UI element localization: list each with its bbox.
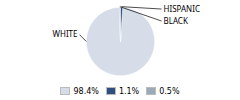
svg-text:BLACK: BLACK bbox=[164, 15, 188, 26]
svg-text:WHITE: WHITE bbox=[53, 28, 78, 39]
svg-text:HISPANIC: HISPANIC bbox=[164, 3, 200, 14]
html-text:0.5%: 0.5% bbox=[159, 86, 180, 96]
html-text:98.4%: 98.4% bbox=[73, 86, 99, 96]
html-text:1.1%: 1.1% bbox=[118, 86, 140, 96]
